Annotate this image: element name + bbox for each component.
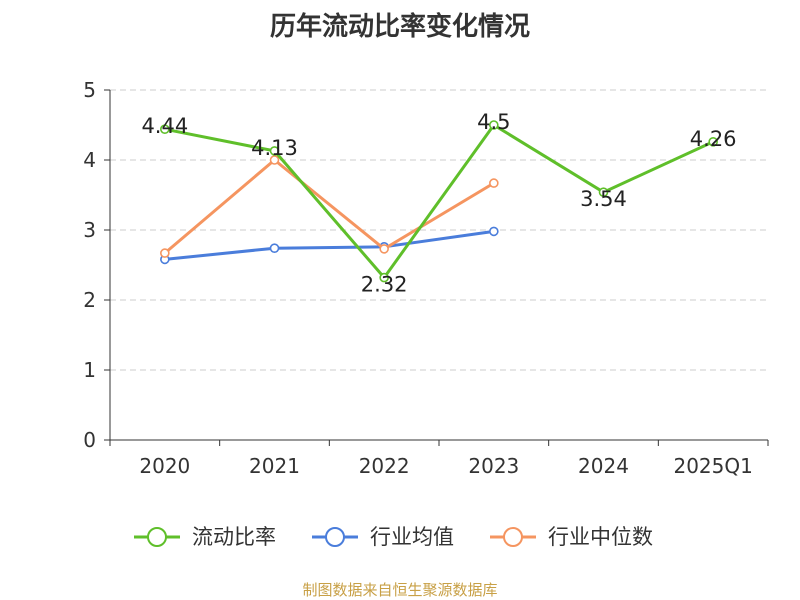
legend-marker bbox=[325, 527, 345, 547]
legend: 流动比率 行业均值 行业中位数 bbox=[134, 525, 653, 549]
legend-item: 流动比率 bbox=[134, 525, 276, 549]
series-0 bbox=[160, 120, 718, 283]
data-label: 4.26 bbox=[690, 127, 737, 151]
series-2 bbox=[160, 155, 499, 258]
data-point bbox=[160, 248, 170, 258]
x-tick-label: 2020 bbox=[139, 454, 190, 478]
data-point bbox=[489, 226, 499, 237]
data-label: 4.44 bbox=[141, 114, 188, 138]
y-tick-label: 0 bbox=[83, 428, 96, 452]
data-point bbox=[489, 178, 499, 188]
data-point bbox=[269, 243, 280, 253]
legend-label: 行业中位数 bbox=[548, 525, 653, 549]
y-tick-label: 1 bbox=[83, 358, 96, 382]
x-tick-label: 2023 bbox=[468, 454, 519, 478]
data-source-note: 制图数据来自恒生聚源数据库 bbox=[302, 581, 498, 599]
series-1 bbox=[160, 226, 499, 265]
x-tick-label: 2022 bbox=[359, 454, 410, 478]
y-tick-label: 2 bbox=[83, 288, 96, 312]
data-label: 4.5 bbox=[477, 110, 510, 134]
data-point bbox=[708, 137, 718, 147]
y-tick-label: 4 bbox=[83, 148, 96, 172]
y-tick-label: 3 bbox=[83, 218, 96, 242]
data-point bbox=[269, 155, 280, 165]
legend-item: 行业中位数 bbox=[490, 525, 653, 549]
x-tick-label: 2024 bbox=[578, 454, 629, 478]
legend-label: 行业均值 bbox=[370, 525, 454, 549]
x-tick-label: 2025Q1 bbox=[673, 454, 752, 478]
data-point bbox=[160, 124, 170, 134]
data-label: 4.13 bbox=[251, 136, 298, 160]
data-point bbox=[379, 244, 389, 254]
data-label: 2.32 bbox=[361, 273, 408, 297]
legend-marker bbox=[503, 527, 523, 547]
legend-marker bbox=[147, 527, 167, 547]
data-point bbox=[489, 120, 499, 130]
legend-label: 流动比率 bbox=[192, 525, 276, 549]
series-line bbox=[163, 158, 495, 255]
data-point bbox=[379, 272, 389, 283]
series-line bbox=[164, 123, 714, 280]
series-line bbox=[164, 229, 495, 261]
x-tick-label: 2021 bbox=[249, 454, 300, 478]
data-point bbox=[269, 146, 280, 156]
chart-title: 历年流动比率变化情况 bbox=[269, 12, 530, 42]
y-tick-label: 5 bbox=[83, 78, 96, 102]
data-point bbox=[598, 187, 609, 197]
legend-item: 行业均值 bbox=[312, 525, 454, 549]
data-label: 3.54 bbox=[580, 187, 627, 211]
